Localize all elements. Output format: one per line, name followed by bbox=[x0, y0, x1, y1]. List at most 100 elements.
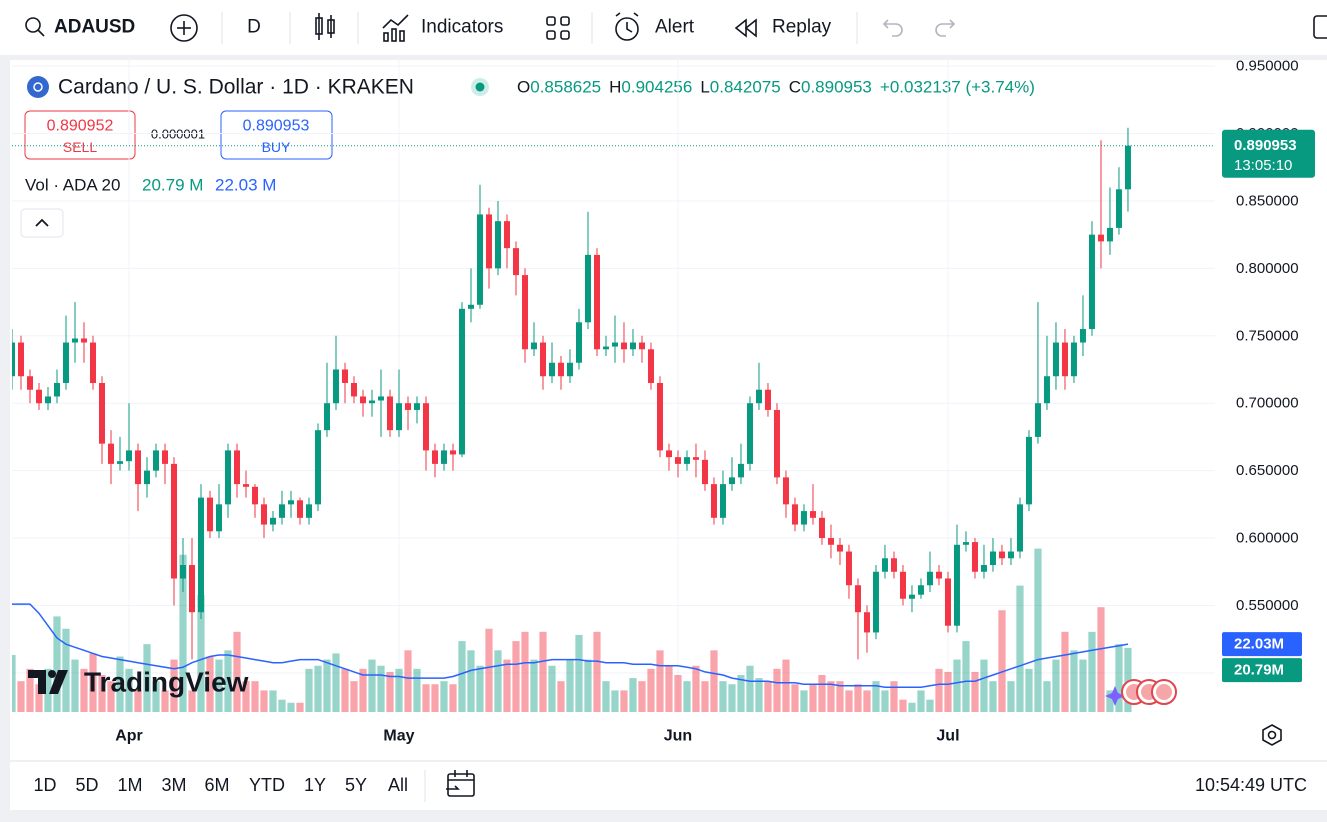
volume-bar bbox=[755, 678, 763, 712]
x-tick-label: Jul bbox=[936, 728, 959, 745]
range-button[interactable]: 3M bbox=[161, 775, 186, 795]
buy-label[interactable]: BUY bbox=[262, 139, 291, 155]
range-button[interactable]: 1Y bbox=[304, 775, 326, 795]
volume-bar bbox=[467, 650, 475, 712]
range-button[interactable]: 5D bbox=[75, 775, 98, 795]
add-symbol[interactable] bbox=[170, 14, 198, 42]
candle-body bbox=[854, 585, 861, 613]
candle-body bbox=[512, 248, 519, 276]
candle-body bbox=[368, 400, 375, 404]
range-button[interactable]: 1M bbox=[117, 775, 142, 795]
goto-date[interactable] bbox=[446, 770, 475, 797]
volume-bar bbox=[746, 665, 754, 712]
symbol[interactable]: ADAUSD bbox=[54, 17, 135, 38]
candle-body bbox=[404, 403, 411, 410]
candle-body bbox=[170, 463, 177, 579]
candle-body bbox=[629, 342, 636, 350]
candle-body bbox=[134, 450, 141, 485]
y-tick-label: 0.550000 bbox=[1236, 597, 1299, 614]
indicators-icon[interactable] bbox=[382, 14, 409, 42]
candle-body bbox=[35, 389, 42, 404]
ohlc-key: C bbox=[789, 78, 801, 97]
y-tick-label: 0.650000 bbox=[1236, 462, 1299, 479]
volume-bar bbox=[575, 634, 583, 712]
volume-bar bbox=[1016, 585, 1024, 712]
candle-body bbox=[953, 544, 960, 626]
candle-body bbox=[881, 558, 888, 572]
buy-button[interactable] bbox=[220, 110, 333, 160]
range-button[interactable]: 6M bbox=[204, 775, 229, 795]
layouts-icon[interactable] bbox=[546, 16, 570, 40]
volume-bar bbox=[404, 650, 412, 712]
indicators[interactable]: Indicators bbox=[421, 17, 503, 38]
volume-bar bbox=[269, 690, 277, 712]
ohlc-value: 0.890953 bbox=[801, 78, 872, 97]
events-icons bbox=[1105, 679, 1177, 706]
toolbar bbox=[0, 0, 1327, 55]
undo[interactable] bbox=[882, 19, 903, 37]
candle-body bbox=[143, 470, 150, 485]
candle-body bbox=[530, 342, 537, 350]
volume-bar bbox=[485, 628, 493, 712]
volume-bar bbox=[773, 668, 781, 712]
candle-body bbox=[53, 382, 60, 397]
collapse-button[interactable] bbox=[20, 208, 64, 238]
candle-body bbox=[440, 450, 447, 464]
settings-icon[interactable] bbox=[1262, 724, 1282, 746]
sell-button[interactable] bbox=[24, 110, 136, 160]
volume-title: Vol · ADA 20 bbox=[25, 176, 120, 195]
volume-bar bbox=[179, 554, 187, 712]
candle-body bbox=[674, 457, 681, 464]
search-icon[interactable] bbox=[25, 17, 45, 37]
volume-bar bbox=[917, 690, 925, 712]
sell-label[interactable]: SELL bbox=[63, 139, 97, 155]
watermark-logo bbox=[28, 670, 68, 694]
volume-bar bbox=[566, 659, 574, 712]
candle-body bbox=[332, 369, 339, 404]
ohlc-value: 0.842075 bbox=[710, 78, 781, 97]
volume-bar bbox=[1088, 631, 1096, 712]
volume-bar bbox=[827, 681, 835, 712]
redo[interactable] bbox=[935, 19, 956, 37]
volume-bar bbox=[368, 659, 376, 712]
candle-body bbox=[287, 500, 294, 505]
replay-icon[interactable] bbox=[734, 18, 757, 38]
buy-price[interactable]: 0.890953 bbox=[243, 118, 310, 135]
candle-body bbox=[908, 594, 915, 599]
candle-body bbox=[764, 389, 771, 410]
volume-bar bbox=[935, 668, 943, 712]
sell-price[interactable]: 0.890952 bbox=[47, 118, 114, 135]
alert[interactable]: Alert bbox=[655, 17, 695, 38]
volume-bar bbox=[710, 650, 718, 712]
replay[interactable]: Replay bbox=[772, 17, 832, 38]
volume-bar bbox=[260, 690, 268, 712]
volume-bar bbox=[26, 668, 34, 712]
candle-body bbox=[737, 463, 744, 478]
candle-body bbox=[1097, 234, 1104, 242]
range-button[interactable]: 5Y bbox=[345, 775, 367, 795]
chart-type-icon[interactable] bbox=[315, 13, 335, 40]
candle-body bbox=[341, 369, 348, 383]
clock: 10:54:49 UTC bbox=[1195, 775, 1307, 795]
candle-body bbox=[80, 338, 87, 343]
candle-body bbox=[845, 551, 852, 586]
countdown: 13:05:10 bbox=[1234, 157, 1292, 174]
watermark: TradingView bbox=[84, 667, 249, 698]
candle-body bbox=[467, 304, 474, 309]
panel-toggle[interactable] bbox=[1313, 15, 1327, 39]
candle-body bbox=[494, 221, 501, 269]
volume-bar bbox=[512, 641, 520, 712]
volume-bar bbox=[1043, 681, 1051, 712]
alert-icon[interactable] bbox=[615, 12, 639, 41]
volume-bar bbox=[539, 631, 547, 712]
candle-body bbox=[710, 484, 717, 518]
candle-body bbox=[890, 558, 897, 572]
range-button[interactable]: YTD bbox=[249, 775, 285, 795]
candle-body bbox=[431, 450, 438, 464]
volume-bar bbox=[1106, 690, 1114, 712]
interval[interactable]: D bbox=[247, 17, 261, 38]
range-button[interactable]: 1D bbox=[33, 775, 56, 795]
candle-body bbox=[350, 382, 357, 397]
candle-body bbox=[179, 565, 186, 579]
range-button[interactable]: All bbox=[388, 775, 408, 795]
